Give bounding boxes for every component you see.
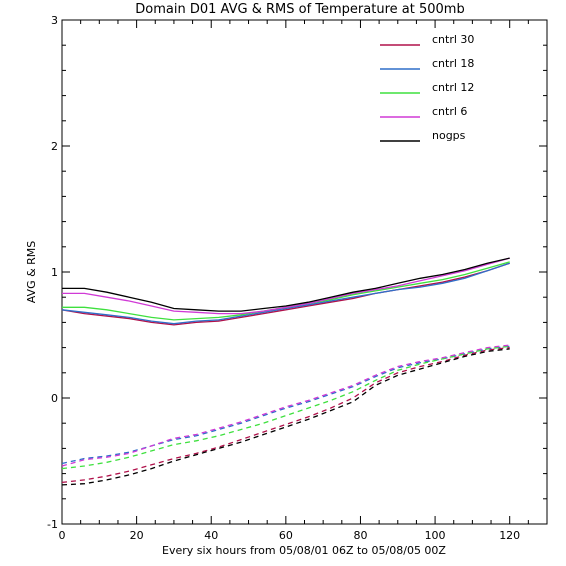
legend-label: cntrl 18	[432, 57, 474, 70]
y-tick-label: 3	[51, 14, 58, 27]
chart-title: Domain D01 AVG & RMS of Temperature at 5…	[135, 2, 464, 17]
x-tick-label: 60	[279, 529, 293, 542]
series-line-cntrl-6-rms	[62, 257, 510, 315]
legend-label: cntrl 12	[432, 81, 474, 94]
legend-label: nogps	[432, 129, 466, 142]
legend: cntrl 30 cntrl 18 cntrl 12 cntrl 6 nogps	[380, 33, 474, 142]
y-tick-label: 2	[51, 140, 58, 153]
y-tick-label: -1	[47, 518, 58, 531]
y-axis-label: AVG & RMS	[25, 241, 38, 304]
series-line-cntrl-6-avg	[61, 344, 510, 467]
legend-label: cntrl 30	[432, 33, 474, 46]
x-tick-label: 120	[499, 529, 520, 542]
legend-label: cntrl 6	[432, 105, 467, 118]
x-tick-label: 80	[353, 529, 367, 542]
series-layer	[61, 257, 510, 486]
series-line-cntrl-12-rms	[62, 261, 510, 321]
series-line-cntrl-18-rms	[61, 262, 510, 325]
x-tick-label: 100	[425, 529, 446, 542]
x-tick-label: 0	[59, 529, 66, 542]
x-tick-label: 40	[204, 529, 218, 542]
x-axis-label: Every six hours from 05/08/01 06Z to 05/…	[162, 544, 446, 557]
x-tick-label: 20	[130, 529, 144, 542]
series-line-nogps-rms	[62, 257, 510, 312]
series-line-nogps-avg	[61, 348, 510, 486]
series-line-cntrl-30-rms	[61, 262, 510, 326]
series-line-cntrl-30-avg	[61, 346, 510, 484]
y-tick-label: 0	[51, 392, 58, 405]
series-line-cntrl-12-avg	[61, 345, 510, 470]
y-tick-label: 1	[51, 266, 58, 279]
series-line-cntrl-18-avg	[61, 345, 510, 465]
